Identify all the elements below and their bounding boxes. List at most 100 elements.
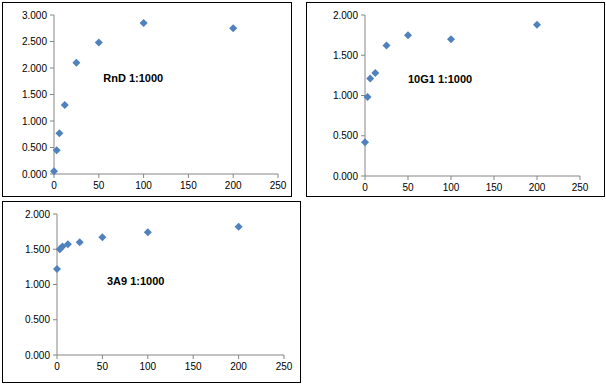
y-tick-label: 1.000: [22, 116, 47, 127]
axes: 0.0000.5001.0001.5002.000050100150200250: [25, 209, 293, 373]
y-tick-label: 0.500: [25, 314, 50, 325]
x-tick: [284, 355, 285, 359]
x-tick: [365, 176, 366, 180]
y-tick: [361, 15, 365, 16]
x-tick-label: 150: [486, 182, 503, 193]
y-tick: [53, 355, 57, 356]
y-tick: [50, 94, 54, 95]
x-tick-label: 200: [225, 180, 242, 191]
x-tick: [238, 355, 239, 359]
data-point: [447, 35, 455, 43]
x-tick: [580, 176, 581, 180]
y-tick-label: 0.000: [333, 171, 358, 182]
data-point: [140, 19, 148, 27]
chart-title: 10G1 1:1000: [408, 73, 472, 85]
y-tick-label: 2.500: [22, 36, 47, 47]
data-point: [366, 75, 374, 83]
data-point: [76, 238, 84, 246]
x-tick: [147, 355, 148, 359]
x-tick: [494, 176, 495, 180]
chart-root: 0.000 0.500 1.000 1.500 2.000 2.500 3.000 0 50 10…: [0, 0, 606, 384]
panel: 0.0000.5001.0001.5002.000050100150200250…: [3, 202, 301, 383]
y-tick: [361, 176, 365, 177]
data-point: [53, 265, 61, 273]
y-tick-label: 0.000: [25, 350, 50, 361]
x-tick: [98, 174, 99, 178]
x-tick: [193, 355, 194, 359]
y-tick-label: 0.000: [22, 169, 47, 180]
y-tick: [361, 95, 365, 96]
y-tick-label: 2.000: [22, 63, 47, 74]
x-tick-label: 0: [54, 361, 60, 372]
x-tick-label: 200: [230, 361, 247, 372]
x-tick: [102, 355, 103, 359]
markers: [53, 223, 243, 273]
data-point: [235, 223, 243, 231]
x-tick: [451, 176, 452, 180]
y-tick-label: 1.500: [333, 50, 358, 61]
x-tick-label: 50: [402, 182, 414, 193]
data-point: [533, 21, 541, 29]
canvas: 0.000 0.500 1.000 1.500 2.000 2.500 3.000 0 50 10…: [0, 0, 606, 384]
y-tick: [50, 41, 54, 42]
x-tick-label: 200: [529, 182, 546, 193]
data-point: [64, 240, 72, 248]
y-tick-label: 2.000: [333, 10, 358, 21]
x-tick-label: 150: [180, 180, 197, 191]
y-tick: [50, 121, 54, 122]
y-tick-label: 1.500: [22, 89, 47, 100]
x-tick-label: 250: [276, 361, 293, 372]
data-point: [364, 93, 372, 101]
x-tick-label: 100: [139, 361, 156, 372]
chart-title: 3A9 1:1000: [107, 275, 165, 287]
x-axis-line: [365, 176, 580, 177]
x-tick: [408, 176, 409, 180]
y-tick-label: 1.000: [25, 279, 50, 290]
data-point: [95, 39, 103, 47]
y-tick: [53, 284, 57, 285]
y-tick: [50, 147, 54, 148]
data-point: [361, 138, 369, 146]
data-point: [404, 31, 412, 39]
data-point: [50, 167, 58, 175]
x-tick-label: 100: [443, 182, 460, 193]
markers: [50, 19, 237, 175]
data-point: [144, 228, 152, 236]
data-point: [53, 146, 61, 154]
x-tick-label: 100: [135, 180, 152, 191]
y-tick-label: 3.000: [22, 10, 47, 21]
x-tick: [57, 355, 58, 359]
axes: 0.000 0.500 1.000 1.500 2.000 2.500 3.000 0 50 10…: [22, 10, 287, 192]
y-tick-label: 0.500: [22, 142, 47, 153]
x-tick-label: 150: [185, 361, 202, 372]
data-point: [229, 24, 237, 32]
x-tick-label: 50: [93, 180, 105, 191]
x-tick: [143, 174, 144, 178]
panel-frame: [3, 202, 301, 383]
x-tick: [188, 174, 189, 178]
y-tick: [361, 135, 365, 136]
x-tick-label: 250: [572, 182, 589, 193]
data-point: [61, 101, 69, 109]
chart-title: RnD 1:1000: [103, 72, 163, 84]
panel: 0.0000.5001.0001.5002.000050100150200250…: [307, 3, 605, 197]
data-point: [371, 69, 379, 77]
x-tick-label: 50: [97, 361, 109, 372]
x-tick-label: 250: [270, 180, 287, 191]
x-axis-line: [54, 174, 278, 175]
panel-frame: [307, 3, 605, 197]
x-tick-label: 0: [51, 180, 57, 191]
data-point: [383, 42, 391, 50]
axes: 0.0000.5001.0001.5002.000050100150200250: [333, 10, 589, 194]
data-point: [72, 59, 80, 67]
data-point: [55, 129, 63, 137]
panel-frame: [3, 3, 292, 197]
y-tick: [50, 15, 54, 16]
x-tick: [233, 174, 234, 178]
y-tick-label: 2.000: [25, 209, 50, 220]
x-axis-line: [57, 355, 284, 356]
y-tick: [361, 55, 365, 56]
x-tick: [537, 176, 538, 180]
markers: [361, 21, 541, 147]
y-tick-label: 1.000: [333, 90, 358, 101]
